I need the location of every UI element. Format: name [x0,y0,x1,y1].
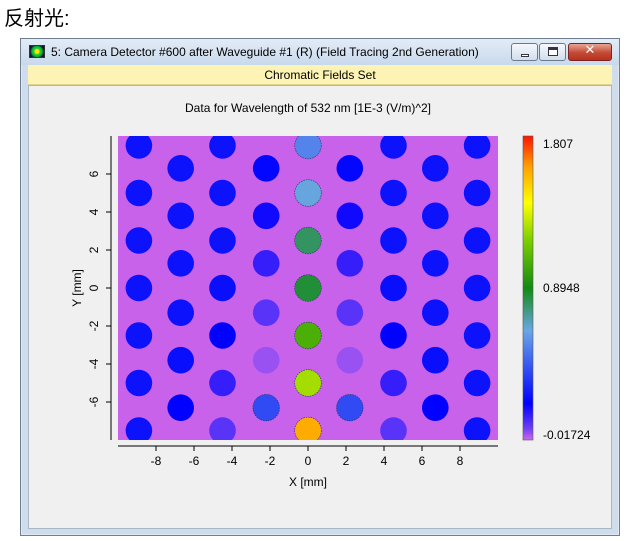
spot-c8-r4 [463,227,491,254]
y-tick-label: 4 [87,208,101,215]
spot-c8-r6 [463,136,491,159]
spot-c5-r5 [336,155,364,182]
spot-c1-r5 [167,155,194,182]
spot-c8-r1 [463,369,491,397]
spot-c4-r6 [294,136,322,160]
y-axis-label: Y [mm] [70,269,84,307]
spot-c1-r0 [167,394,194,422]
spot-c6-r4 [380,227,407,254]
spot-c6-r6 [380,136,407,159]
spot-c2-r1 [209,369,236,397]
spot-c0-r0 [125,417,153,440]
close-button[interactable]: ✕ [568,43,612,61]
spot-c3-r3 [252,250,280,277]
close-icon: ✕ [584,43,596,58]
spot-c8-r3 [463,274,491,302]
spot-c4-r0 [294,416,322,440]
spot-c6-r1 [380,369,407,397]
spot-c0-r1 [125,369,153,397]
spot-c4-r4 [294,226,322,255]
spot-c2-r6 [209,136,236,159]
spot-c4-r3 [294,274,322,302]
x-tick-label: -8 [151,454,162,468]
y-tick-label: 2 [87,246,101,253]
window-titlebar[interactable]: 5: Camera Detector #600 after Waveguide … [21,39,619,65]
minimize-icon [521,54,529,57]
spot-c7-r5 [422,155,449,182]
x-tick-label: 8 [457,454,464,468]
spot-c4-r5 [294,179,322,207]
spot-c3-r4 [252,202,280,230]
spot-c2-r2 [209,322,236,349]
spot-c4-r2 [294,321,322,350]
spot-c6-r3 [380,274,407,302]
colorbar-min-label: -0.01724 [543,428,591,442]
maximize-icon [548,47,558,56]
spot-c0-r6 [125,136,153,159]
spot-c1-r4 [167,202,194,230]
colorbar-mid-label: 0.8948 [543,281,580,295]
y-tick-label: -6 [87,396,101,407]
spot-c0-r4 [125,227,153,254]
chromatic-fields-bar: Chromatic Fields Set [28,65,612,85]
spot-c8-r2 [463,322,491,349]
spot-c5-r3 [336,250,364,277]
spot-c0-r5 [125,179,153,207]
spot-c5-r1 [336,346,364,374]
spot-c5-r4 [336,202,364,230]
y-tick-label: 0 [87,284,101,291]
spot-c3-r0 [252,394,280,422]
spot-c5-r0 [336,394,364,422]
x-axis: -8 -6 -4 -2 0 2 4 6 8 [118,445,498,468]
y-tick-label: -2 [87,320,101,331]
x-tick-label: 0 [305,454,312,468]
minimize-button[interactable] [511,43,538,61]
plot-area: Data for Wavelength of 532 nm [1E-3 (V/m… [28,85,612,529]
section-caption: 反射光: [4,8,70,30]
x-tick-label: -6 [189,454,200,468]
colorbar [522,135,534,441]
spot-c1-r1 [167,346,194,374]
spot-c2-r5 [209,179,236,207]
spot-c0-r3 [125,274,153,302]
spot-c3-r2 [252,299,280,326]
spot-c1-r3 [167,250,194,277]
spot-c5-r2 [336,299,364,326]
y-tick-label: 6 [87,170,101,177]
detector-app-icon[interactable] [29,45,45,58]
spot-c7-r3 [422,250,449,277]
x-axis-label: X [mm] [289,475,327,489]
detector-window: 5: Camera Detector #600 after Waveguide … [20,38,620,536]
x-tick-label: 4 [381,454,388,468]
spot-grid [125,136,491,440]
spot-c1-r2 [167,299,194,326]
spot-c6-r5 [380,179,407,207]
spot-c6-r2 [380,322,407,349]
colorbar-max-label: 1.807 [543,137,573,151]
spot-c3-r1 [252,346,280,374]
chart-title: Data for Wavelength of 532 nm [1E-3 (V/m… [185,101,431,115]
x-tick-label: -4 [227,454,238,468]
spot-c0-r2 [125,322,153,349]
spot-c7-r2 [422,299,449,326]
maximize-button[interactable] [539,43,566,61]
spot-c7-r1 [422,346,449,374]
spot-c2-r0 [209,417,236,440]
y-axis: -6 -4 -2 0 2 4 6 [87,136,112,440]
spot-c7-r4 [422,202,449,230]
spot-c4-r1 [294,369,322,397]
spot-c8-r0 [463,417,491,440]
x-tick-label: 2 [343,454,350,468]
spot-c3-r5 [252,155,280,182]
spot-c8-r5 [463,179,491,207]
spot-c6-r0 [380,417,407,440]
x-tick-label: -2 [265,454,276,468]
spot-c7-r0 [422,394,449,422]
spot-c2-r4 [209,227,236,254]
x-tick-label: 6 [419,454,426,468]
y-tick-label: -4 [87,358,101,369]
heatmap-chart[interactable]: Data for Wavelength of 532 nm [1E-3 (V/m… [29,86,613,530]
spot-c2-r3 [209,274,236,302]
window-title: 5: Camera Detector #600 after Waveguide … [51,45,479,59]
